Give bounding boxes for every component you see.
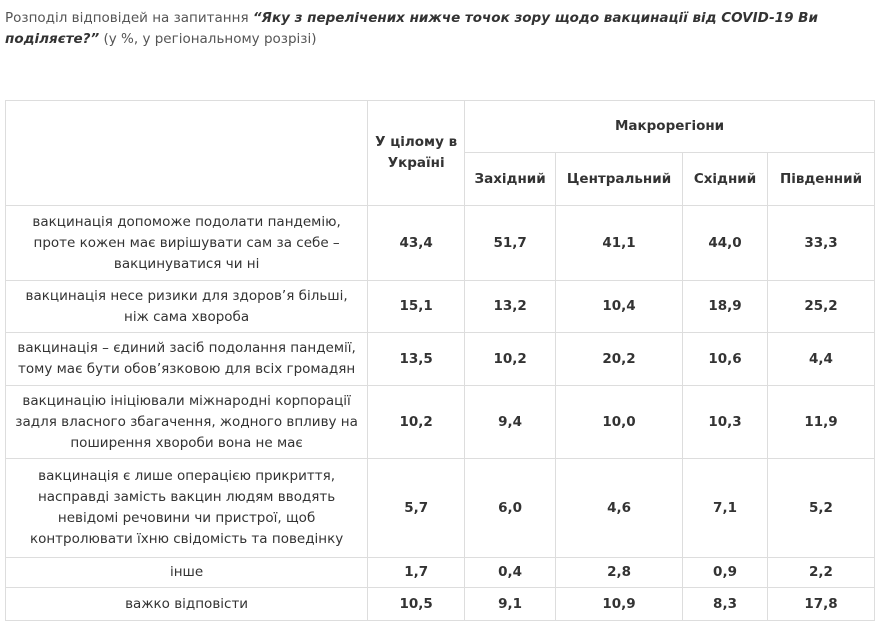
value-cell: 10,3 xyxy=(682,385,768,459)
intro-after: (у %, у регіональному розрізі) xyxy=(99,31,317,47)
value-cell: 10,4 xyxy=(555,280,684,333)
value-cell: 6,0 xyxy=(464,458,557,558)
row-label: вакцинація є лише операцією прикриття, н… xyxy=(4,458,369,558)
row-label: важко відповісти xyxy=(4,587,369,621)
value-cell: 9,4 xyxy=(464,385,557,459)
table-row: вакцинація – єдиний засіб подолання панд… xyxy=(4,332,875,386)
value-cell: 15,1 xyxy=(367,280,466,333)
value-cell: 0,4 xyxy=(464,557,557,588)
value-cell: 13,2 xyxy=(464,280,557,333)
region-header: Західний xyxy=(464,152,557,206)
row-label: вакцинація несе ризики для здоров’я біль… xyxy=(4,280,369,333)
value-cell: 51,7 xyxy=(464,205,557,281)
table-row: вакцинація допоможе подолати пандемію, п… xyxy=(4,205,875,281)
value-cell: 5,7 xyxy=(367,458,466,558)
row-label: вакцинацію ініціювали міжнародні корпора… xyxy=(4,385,369,459)
table-row: важко відповісти 10,5 9,1 10,9 8,3 17,8 xyxy=(4,587,875,621)
region-header: Південний xyxy=(767,152,875,206)
value-cell: 4,4 xyxy=(767,332,875,386)
value-cell: 0,9 xyxy=(682,557,768,588)
value-cell: 8,3 xyxy=(682,587,768,621)
intro-text: Розподіл відповідей на запитання “Яку з … xyxy=(5,8,865,50)
value-cell: 10,2 xyxy=(367,385,466,459)
value-cell: 10,5 xyxy=(367,587,466,621)
table-row: вакцинацію ініціювали міжнародні корпора… xyxy=(4,385,875,459)
region-header: Східний xyxy=(682,152,768,206)
table-row: вакцинація несе ризики для здоров’я біль… xyxy=(4,280,875,333)
intro-before: Розподіл відповідей на запитання xyxy=(5,10,253,26)
value-cell: 17,8 xyxy=(767,587,875,621)
value-cell: 5,2 xyxy=(767,458,875,558)
value-cell: 13,5 xyxy=(367,332,466,386)
value-cell: 2,8 xyxy=(555,557,684,588)
value-cell: 44,0 xyxy=(682,205,768,281)
group-header: Макрорегіони xyxy=(464,100,875,153)
value-cell: 9,1 xyxy=(464,587,557,621)
row-label: вакцинація – єдиний засіб подолання панд… xyxy=(4,332,369,386)
value-cell: 25,2 xyxy=(767,280,875,333)
table-body: вакцинація допоможе подолати пандемію, п… xyxy=(4,205,875,621)
header-row: Західний Центральний Східний Південний xyxy=(6,152,875,206)
value-cell: 2,2 xyxy=(767,557,875,588)
total-header: У цілому в Україні xyxy=(367,100,466,206)
value-cell: 10,6 xyxy=(682,332,768,386)
value-cell: 33,3 xyxy=(767,205,875,281)
row-label: вакцинація допоможе подолати пандемію, п… xyxy=(4,205,369,281)
row-label: інше xyxy=(4,557,369,588)
value-cell: 43,4 xyxy=(367,205,466,281)
value-cell: 4,6 xyxy=(555,458,684,558)
value-cell: 18,9 xyxy=(682,280,768,333)
value-cell: 7,1 xyxy=(682,458,768,558)
value-cell: 20,2 xyxy=(555,332,684,386)
table-head: У цілому в Україні Макрорегіони Західний… xyxy=(4,100,875,206)
value-cell: 10,9 xyxy=(555,587,684,621)
results-table: У цілому в Україні Макрорегіони Західний… xyxy=(4,100,875,621)
table-row: вакцинація є лише операцією прикриття, н… xyxy=(4,458,875,558)
intro-question: “Яку з перелічених нижче точок зору щодо… xyxy=(5,10,818,47)
value-cell: 10,0 xyxy=(555,385,684,459)
table-row: інше 1,7 0,4 2,8 0,9 2,2 xyxy=(4,557,875,588)
value-cell: 1,7 xyxy=(367,557,466,588)
header-row: У цілому в Україні Макрорегіони xyxy=(4,100,875,206)
value-cell: 41,1 xyxy=(555,205,684,281)
value-cell: 10,2 xyxy=(464,332,557,386)
value-cell: 11,9 xyxy=(767,385,875,459)
empty-header xyxy=(4,100,369,206)
region-header: Центральний xyxy=(555,152,684,206)
